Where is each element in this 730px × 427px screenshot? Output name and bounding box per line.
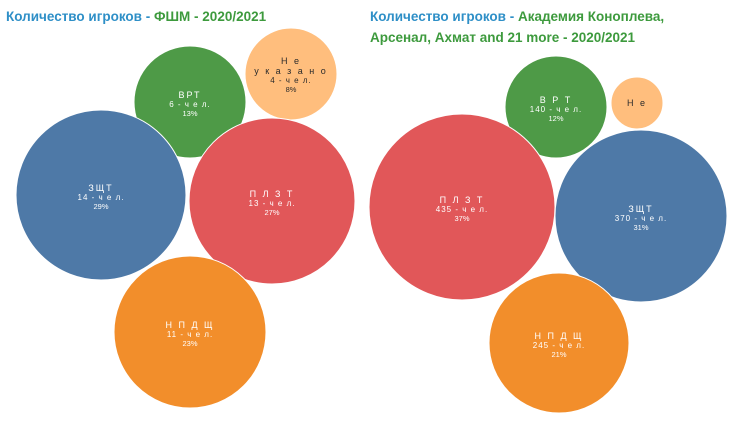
bubble-count-c1-b2: 435 - ч е л.: [436, 205, 488, 214]
title-left-part1: Количество игроков -: [6, 9, 154, 24]
bubble-name-c0-b0: ВРТ: [178, 90, 201, 100]
bubble-name-c1-b0: В Р Т: [540, 95, 573, 105]
bubble-name-c0-b3: П Л З Т: [250, 189, 295, 199]
bubble-percent-c0-b1: 8%: [286, 85, 297, 94]
bubble-name-c1-b2: П Л З Т: [440, 195, 485, 205]
bubble-c0-b0[interactable]: [133, 45, 247, 159]
bubble-c1-b4[interactable]: [488, 272, 630, 414]
title-right-part1: Количество игроков -: [370, 9, 518, 24]
bubble-name-c1-b3: ЗЩТ: [628, 204, 653, 214]
bubble-name-c1-b4: Н П Д Щ: [534, 331, 583, 341]
title-left-part2: ФШМ - 2020/2021: [153, 9, 267, 24]
bubble-name2-c0-b1: у к а з а н о: [254, 66, 328, 76]
chart-title-right: Количество игроков - Академия Коноплева,…: [370, 6, 720, 48]
bubble-c0-b3[interactable]: [188, 117, 356, 285]
bubble-count-c0-b4: 11 - ч е л.: [167, 330, 213, 339]
bubble-count-c1-b4: 245 - ч е л.: [533, 341, 585, 350]
bubble-c0-b4[interactable]: [113, 255, 267, 409]
bubble-name-c0-b2: ЗЩТ: [88, 183, 113, 193]
title-right-part2: Академия Коноплева, Арсенал, Ахмат and 2…: [370, 9, 665, 45]
bubble-c1-b1[interactable]: [610, 76, 664, 130]
bubble-percent-c0-b2: 29%: [93, 202, 108, 211]
bubble-count-c0-b2: 14 - ч е л.: [78, 193, 125, 202]
bubble-c1-b0[interactable]: [504, 55, 608, 159]
bubble-percent-c1-b0: 12%: [548, 114, 563, 123]
bubble-name-c0-b1: Н е: [281, 56, 301, 66]
bubble-name-c1-b1: Н е: [627, 98, 647, 108]
bubble-c1-b3[interactable]: [554, 129, 728, 303]
bubble-percent-c0-b3: 27%: [264, 208, 279, 217]
bubble-percent-c0-b0: 13%: [182, 109, 197, 118]
chart-title-left: Количество игроков - ФШМ - 2020/2021: [6, 6, 346, 27]
bubble-percent-c1-b3: 31%: [633, 223, 648, 232]
bubble-count-c0-b3: 13 - ч е л.: [249, 199, 296, 208]
bubble-count-c0-b0: 6 - ч е л.: [169, 100, 211, 109]
bubble-percent-c0-b4: 23%: [182, 339, 197, 348]
bubble-percent-c1-b2: 37%: [454, 214, 469, 223]
bubble-count-c1-b3: 370 - ч е л.: [615, 214, 667, 223]
bubble-count-c0-b1: 4 - ч е л.: [270, 76, 312, 85]
bubble-count-c1-b0: 140 - ч е л.: [530, 105, 582, 114]
bubble-c0-b2[interactable]: [15, 109, 187, 281]
bubble-percent-c1-b4: 21%: [551, 350, 566, 359]
bubble-name-c0-b4: Н П Д Щ: [165, 320, 214, 330]
